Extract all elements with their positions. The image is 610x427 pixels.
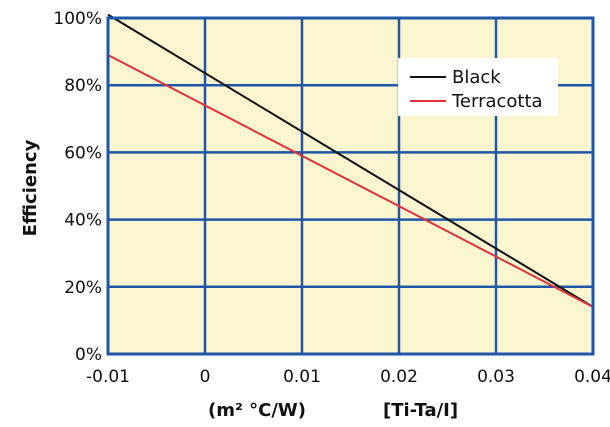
x-axis-title-units: (m² °C/W): [208, 400, 306, 421]
legend: Black Terracotta: [398, 58, 558, 116]
x-tick-label: 0: [200, 367, 211, 387]
legend-label-black: Black: [452, 67, 501, 88]
y-tick-label: 100%: [53, 9, 102, 29]
y-tick-label: 80%: [64, 76, 102, 96]
x-axis-title-expression: [Ti-Ta/I]: [383, 400, 458, 421]
x-tick-labels: -0.01 0 0.01 0.02 0.03 0.04: [86, 367, 610, 387]
y-axis-title: Efficiency: [20, 139, 41, 236]
series-lines: [107, 13, 594, 308]
x-tick-label: 0.02: [380, 367, 418, 387]
y-tick-labels: 0% 20% 40% 60% 80% 100%: [53, 9, 102, 365]
y-tick-label: 40%: [64, 211, 102, 231]
x-tick-label: 0.03: [477, 367, 515, 387]
series-line-black: [107, 13, 594, 308]
legend-label-terracotta: Terracotta: [451, 91, 543, 112]
y-tick-label: 60%: [64, 143, 102, 163]
x-tick-label: 0.01: [283, 367, 321, 387]
x-tick-label: -0.01: [86, 367, 130, 387]
y-tick-label: 0%: [75, 345, 102, 365]
legend-box: [398, 58, 558, 116]
x-tick-label: 0.04: [574, 367, 610, 387]
plot-frame: [106, 16, 595, 356]
series-line-terracotta: [107, 54, 594, 308]
y-tick-label: 20%: [64, 278, 102, 298]
